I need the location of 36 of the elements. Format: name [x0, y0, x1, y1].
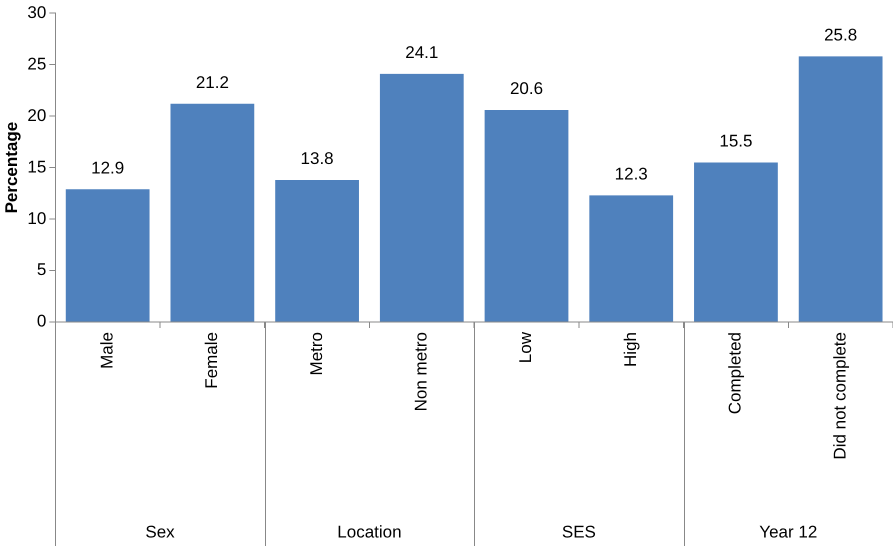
y-axis-title: Percentage	[2, 122, 21, 214]
y-tick-label: 20	[27, 106, 46, 125]
y-tick-label: 5	[36, 260, 46, 280]
x-tick-label: Did not complete	[830, 332, 850, 460]
data-label: 12.3	[614, 164, 648, 184]
text: SES	[562, 522, 596, 542]
x-tick-label: Non metro	[411, 332, 430, 412]
bar	[380, 74, 464, 322]
y-tick-label: 30	[27, 2, 46, 22]
bar	[484, 110, 568, 322]
data-label: 24.1	[405, 43, 438, 62]
x-tick-label: Low	[516, 331, 536, 364]
y-tick-label: 25	[27, 54, 46, 74]
data-label: 20.6	[510, 79, 544, 98]
y-tick-label: 0	[36, 312, 46, 331]
x-tick-label: Male	[97, 332, 116, 369]
bar	[589, 195, 674, 322]
text: Sex	[145, 522, 176, 542]
bar	[170, 104, 254, 322]
bar	[275, 180, 359, 322]
text: Location	[337, 522, 402, 542]
data-label: 12.9	[91, 158, 124, 178]
bar	[694, 162, 778, 322]
text: Year 12	[759, 522, 818, 542]
y-tick-label: 10	[27, 208, 46, 228]
bar	[798, 56, 883, 322]
x-tick-label: Female	[202, 332, 222, 389]
x-tick-label: Metro	[306, 332, 326, 376]
data-label: 13.8	[300, 149, 334, 168]
data-label: 21.2	[196, 72, 229, 92]
y-tick-label: 15	[27, 157, 46, 176]
bar	[66, 189, 150, 322]
data-label: 25.8	[824, 26, 858, 45]
data-label: 15.5	[719, 132, 752, 151]
x-tick-label: High	[620, 332, 640, 367]
x-tick-label: Completed	[726, 332, 745, 414]
